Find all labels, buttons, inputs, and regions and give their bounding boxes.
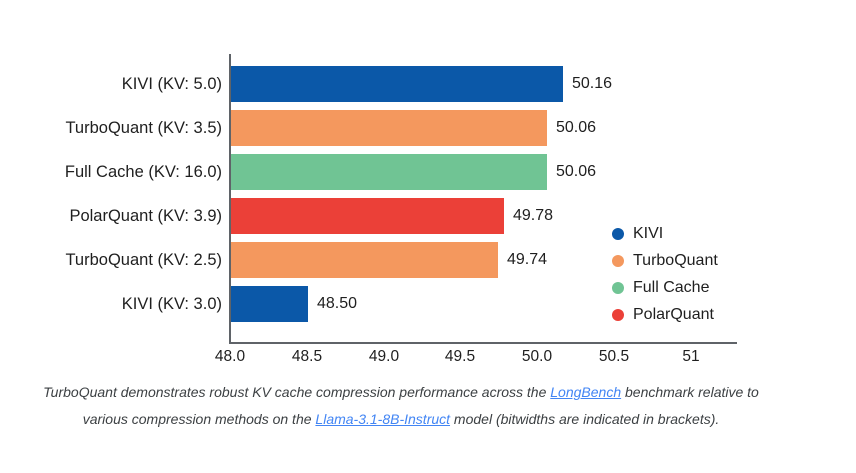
category-label: PolarQuant (KV: 3.9): [69, 207, 222, 225]
bar: [231, 198, 504, 234]
y-axis-line: [229, 54, 231, 344]
category-label: TurboQuant (KV: 3.5): [65, 119, 222, 137]
x-tick-label: 50.0: [521, 348, 553, 365]
longbench-link[interactable]: LongBench: [550, 384, 622, 400]
bar: [231, 286, 308, 322]
value-label: 50.06: [556, 119, 597, 136]
legend-label: KIVI: [633, 224, 664, 242]
figure-caption: TurboQuant demonstrates robust KV cache …: [40, 379, 762, 433]
x-axis-line: [229, 342, 737, 344]
legend-swatch: [612, 227, 624, 240]
legend-item: KIVI: [612, 220, 718, 247]
legend-item: Full Cache: [612, 274, 718, 301]
bar: [231, 242, 498, 278]
caption-text-3: model (bitwidths are indicated in bracke…: [450, 411, 720, 427]
value-label: 48.50: [317, 295, 358, 312]
x-tick-label: 48.5: [291, 348, 323, 365]
legend-item: TurboQuant: [612, 247, 718, 274]
llama-model-link[interactable]: Llama-3.1-8B-Instruct: [315, 411, 451, 427]
category-label: TurboQuant (KV: 2.5): [65, 251, 222, 269]
x-tick-label: 49.5: [444, 348, 476, 365]
x-tick-label: 48.0: [214, 348, 246, 365]
x-tick-label: 49.0: [368, 348, 400, 365]
legend-swatch: [612, 254, 624, 267]
category-label: KIVI (KV: 5.0): [121, 75, 222, 93]
bar: [231, 154, 547, 190]
legend-label: TurboQuant: [633, 251, 718, 269]
legend-label: Full Cache: [633, 278, 710, 296]
caption-text-2: benchmark relative to various compressio…: [82, 384, 759, 427]
bar: [231, 110, 547, 146]
legend-item: PolarQuant: [612, 301, 718, 328]
legend-label: PolarQuant: [633, 305, 714, 323]
value-label: 49.74: [507, 251, 548, 268]
bar: [231, 66, 563, 102]
value-label: 50.16: [572, 75, 613, 92]
x-tick-label: 50.5: [598, 348, 630, 365]
caption-text-1: TurboQuant demonstrates robust KV cache …: [43, 384, 551, 400]
legend-swatch: [612, 308, 624, 321]
category-label: KIVI (KV: 3.0): [121, 295, 222, 313]
value-label: 50.06: [556, 163, 597, 180]
chart-legend: KIVI TurboQuant Full Cache PolarQuant: [612, 220, 718, 328]
legend-swatch: [612, 281, 624, 294]
category-label: Full Cache (KV: 16.0): [64, 163, 222, 181]
value-label: 49.78: [513, 207, 554, 224]
x-tick-label: 51: [682, 348, 700, 365]
